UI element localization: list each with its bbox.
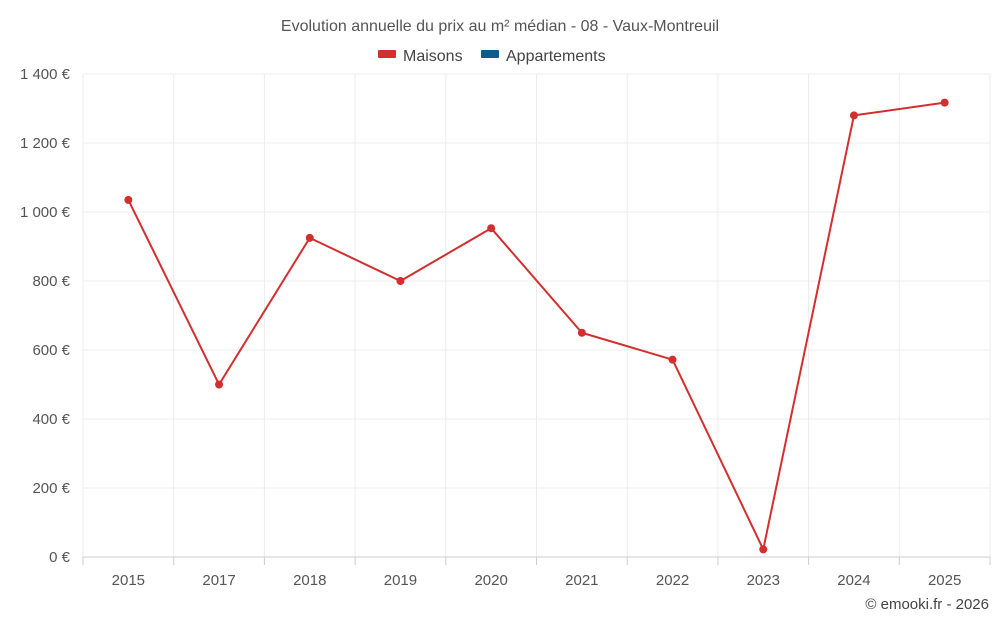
data-point-maisons[interactable] <box>668 355 677 364</box>
y-tick-label: 800 € <box>32 273 70 290</box>
y-tick-label: 1 000 € <box>20 204 71 221</box>
series-line-maisons[interactable] <box>127 101 945 551</box>
legend: Maisons Appartements <box>378 48 606 65</box>
data-point-maisons[interactable] <box>487 224 496 233</box>
credit-text: © emooki.fr - 2026 <box>865 596 989 613</box>
y-tick-label: 0 € <box>49 549 71 566</box>
chart-title: Evolution annuelle du prix au m² médian … <box>281 18 719 35</box>
y-tick-label: 1 200 € <box>20 135 71 152</box>
x-tick-label: 2017 <box>202 572 235 589</box>
y-tick-label: 200 € <box>32 480 70 497</box>
x-tick-label: 2025 <box>928 572 961 589</box>
data-point-maisons[interactable] <box>577 328 586 337</box>
y-tick-label: 1 400 € <box>20 66 71 83</box>
x-tick-label: 2024 <box>837 572 870 589</box>
legend-label-appartements[interactable]: Appartements <box>506 48 606 65</box>
data-point-maisons[interactable] <box>305 233 314 242</box>
x-tick-label: 2019 <box>384 572 417 589</box>
data-point-maisons[interactable] <box>940 98 949 107</box>
data-point-maisons[interactable] <box>849 111 858 120</box>
y-axis-ticks: 0 € 200 € 400 € 600 € 800 € 1 000 € 1 200 € 1 4… <box>20 66 71 566</box>
y-tick-label: 600 € <box>32 342 70 359</box>
data-point-maisons[interactable] <box>215 380 224 389</box>
legend-label-maisons[interactable]: Maisons <box>403 48 463 65</box>
gridlines <box>82 73 991 557</box>
x-tick-label: 2021 <box>565 572 598 589</box>
y-tick-label: 400 € <box>32 411 70 428</box>
x-axis-ticks: 2015 2017 2018 2019 2020 2021 2022 2023 2024 2025 <box>82 557 991 589</box>
data-point-maisons[interactable] <box>124 195 133 204</box>
x-tick-label: 2020 <box>474 572 507 589</box>
x-tick-label: 2015 <box>112 572 145 589</box>
x-tick-label: 2018 <box>293 572 326 589</box>
series-layer <box>124 98 949 554</box>
legend-swatch-maisons[interactable] <box>378 50 396 58</box>
x-tick-label: 2022 <box>656 572 689 589</box>
data-point-maisons[interactable] <box>396 277 405 285</box>
x-tick-label: 2023 <box>747 572 780 589</box>
legend-swatch-appartements[interactable] <box>481 50 499 58</box>
data-point-maisons[interactable] <box>759 545 768 554</box>
